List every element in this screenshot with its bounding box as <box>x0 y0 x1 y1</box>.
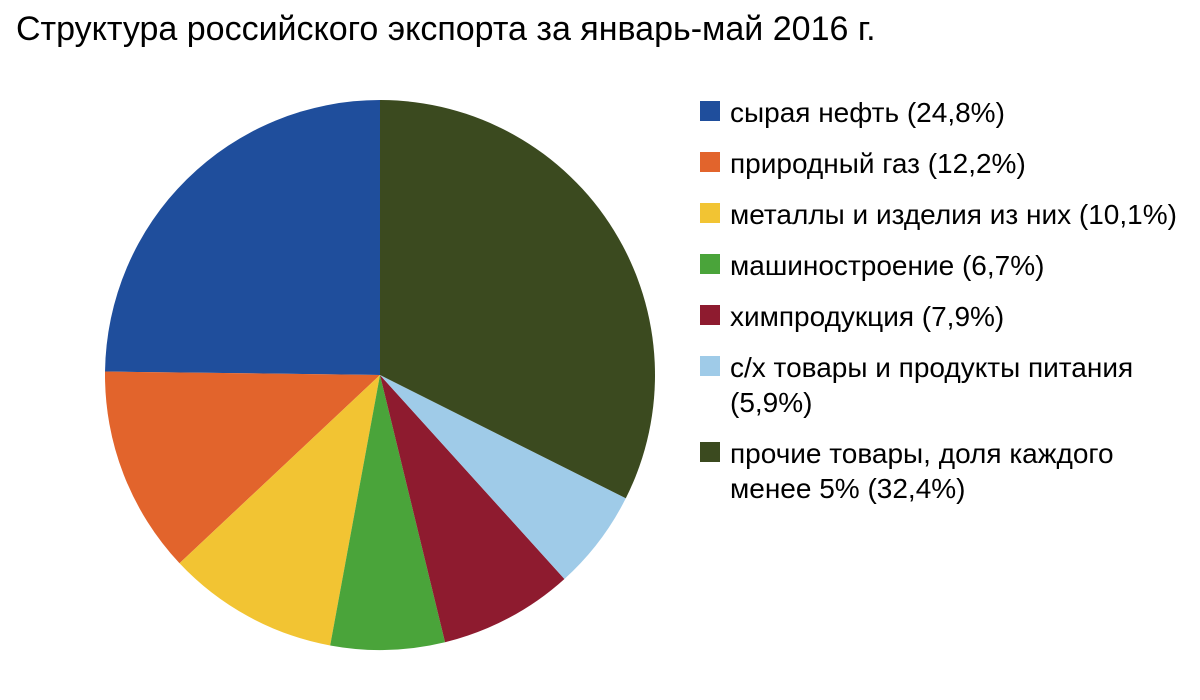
legend-item-agri_food: с/х товары и продукты питания (5,9%) <box>700 350 1200 420</box>
legend: сырая нефть (24,8%) природный газ (12,2%)… <box>700 95 1200 522</box>
legend-swatch-natural_gas <box>700 152 720 172</box>
legend-swatch-chemicals <box>700 305 720 325</box>
legend-item-other: прочие товары, доля каждого менее 5% (32… <box>700 436 1200 506</box>
chart-title: Структура российского экспорта за январь… <box>16 10 876 49</box>
legend-item-metals: металлы и изделия из них (10,1%) <box>700 197 1200 232</box>
legend-label-natural_gas: природный газ (12,2%) <box>730 146 1026 181</box>
legend-label-agri_food: с/х товары и продукты питания (5,9%) <box>730 350 1200 420</box>
legend-item-chemicals: химпродукция (7,9%) <box>700 299 1200 334</box>
legend-label-machinery: машиностроение (6,7%) <box>730 248 1044 283</box>
legend-swatch-machinery <box>700 254 720 274</box>
legend-item-crude_oil: сырая нефть (24,8%) <box>700 95 1200 130</box>
legend-swatch-agri_food <box>700 356 720 376</box>
legend-swatch-metals <box>700 203 720 223</box>
legend-item-natural_gas: природный газ (12,2%) <box>700 146 1200 181</box>
legend-label-chemicals: химпродукция (7,9%) <box>730 299 1004 334</box>
pie-slice-crude_oil <box>105 100 380 375</box>
legend-swatch-other <box>700 442 720 462</box>
legend-item-machinery: машиностроение (6,7%) <box>700 248 1200 283</box>
pie-chart <box>80 75 680 700</box>
legend-label-crude_oil: сырая нефть (24,8%) <box>730 95 1005 130</box>
legend-swatch-crude_oil <box>700 101 720 121</box>
legend-label-metals: металлы и изделия из них (10,1%) <box>730 197 1177 232</box>
legend-label-other: прочие товары, доля каждого менее 5% (32… <box>730 436 1200 506</box>
